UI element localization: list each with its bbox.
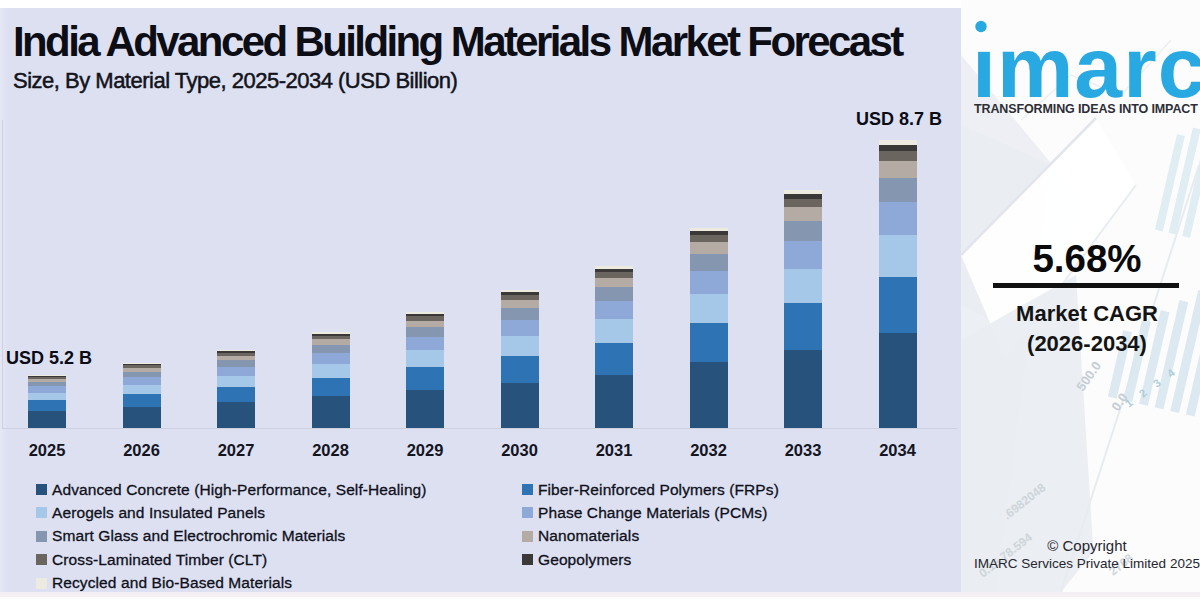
svg-text:ımarc: ımarc	[972, 19, 1200, 115]
